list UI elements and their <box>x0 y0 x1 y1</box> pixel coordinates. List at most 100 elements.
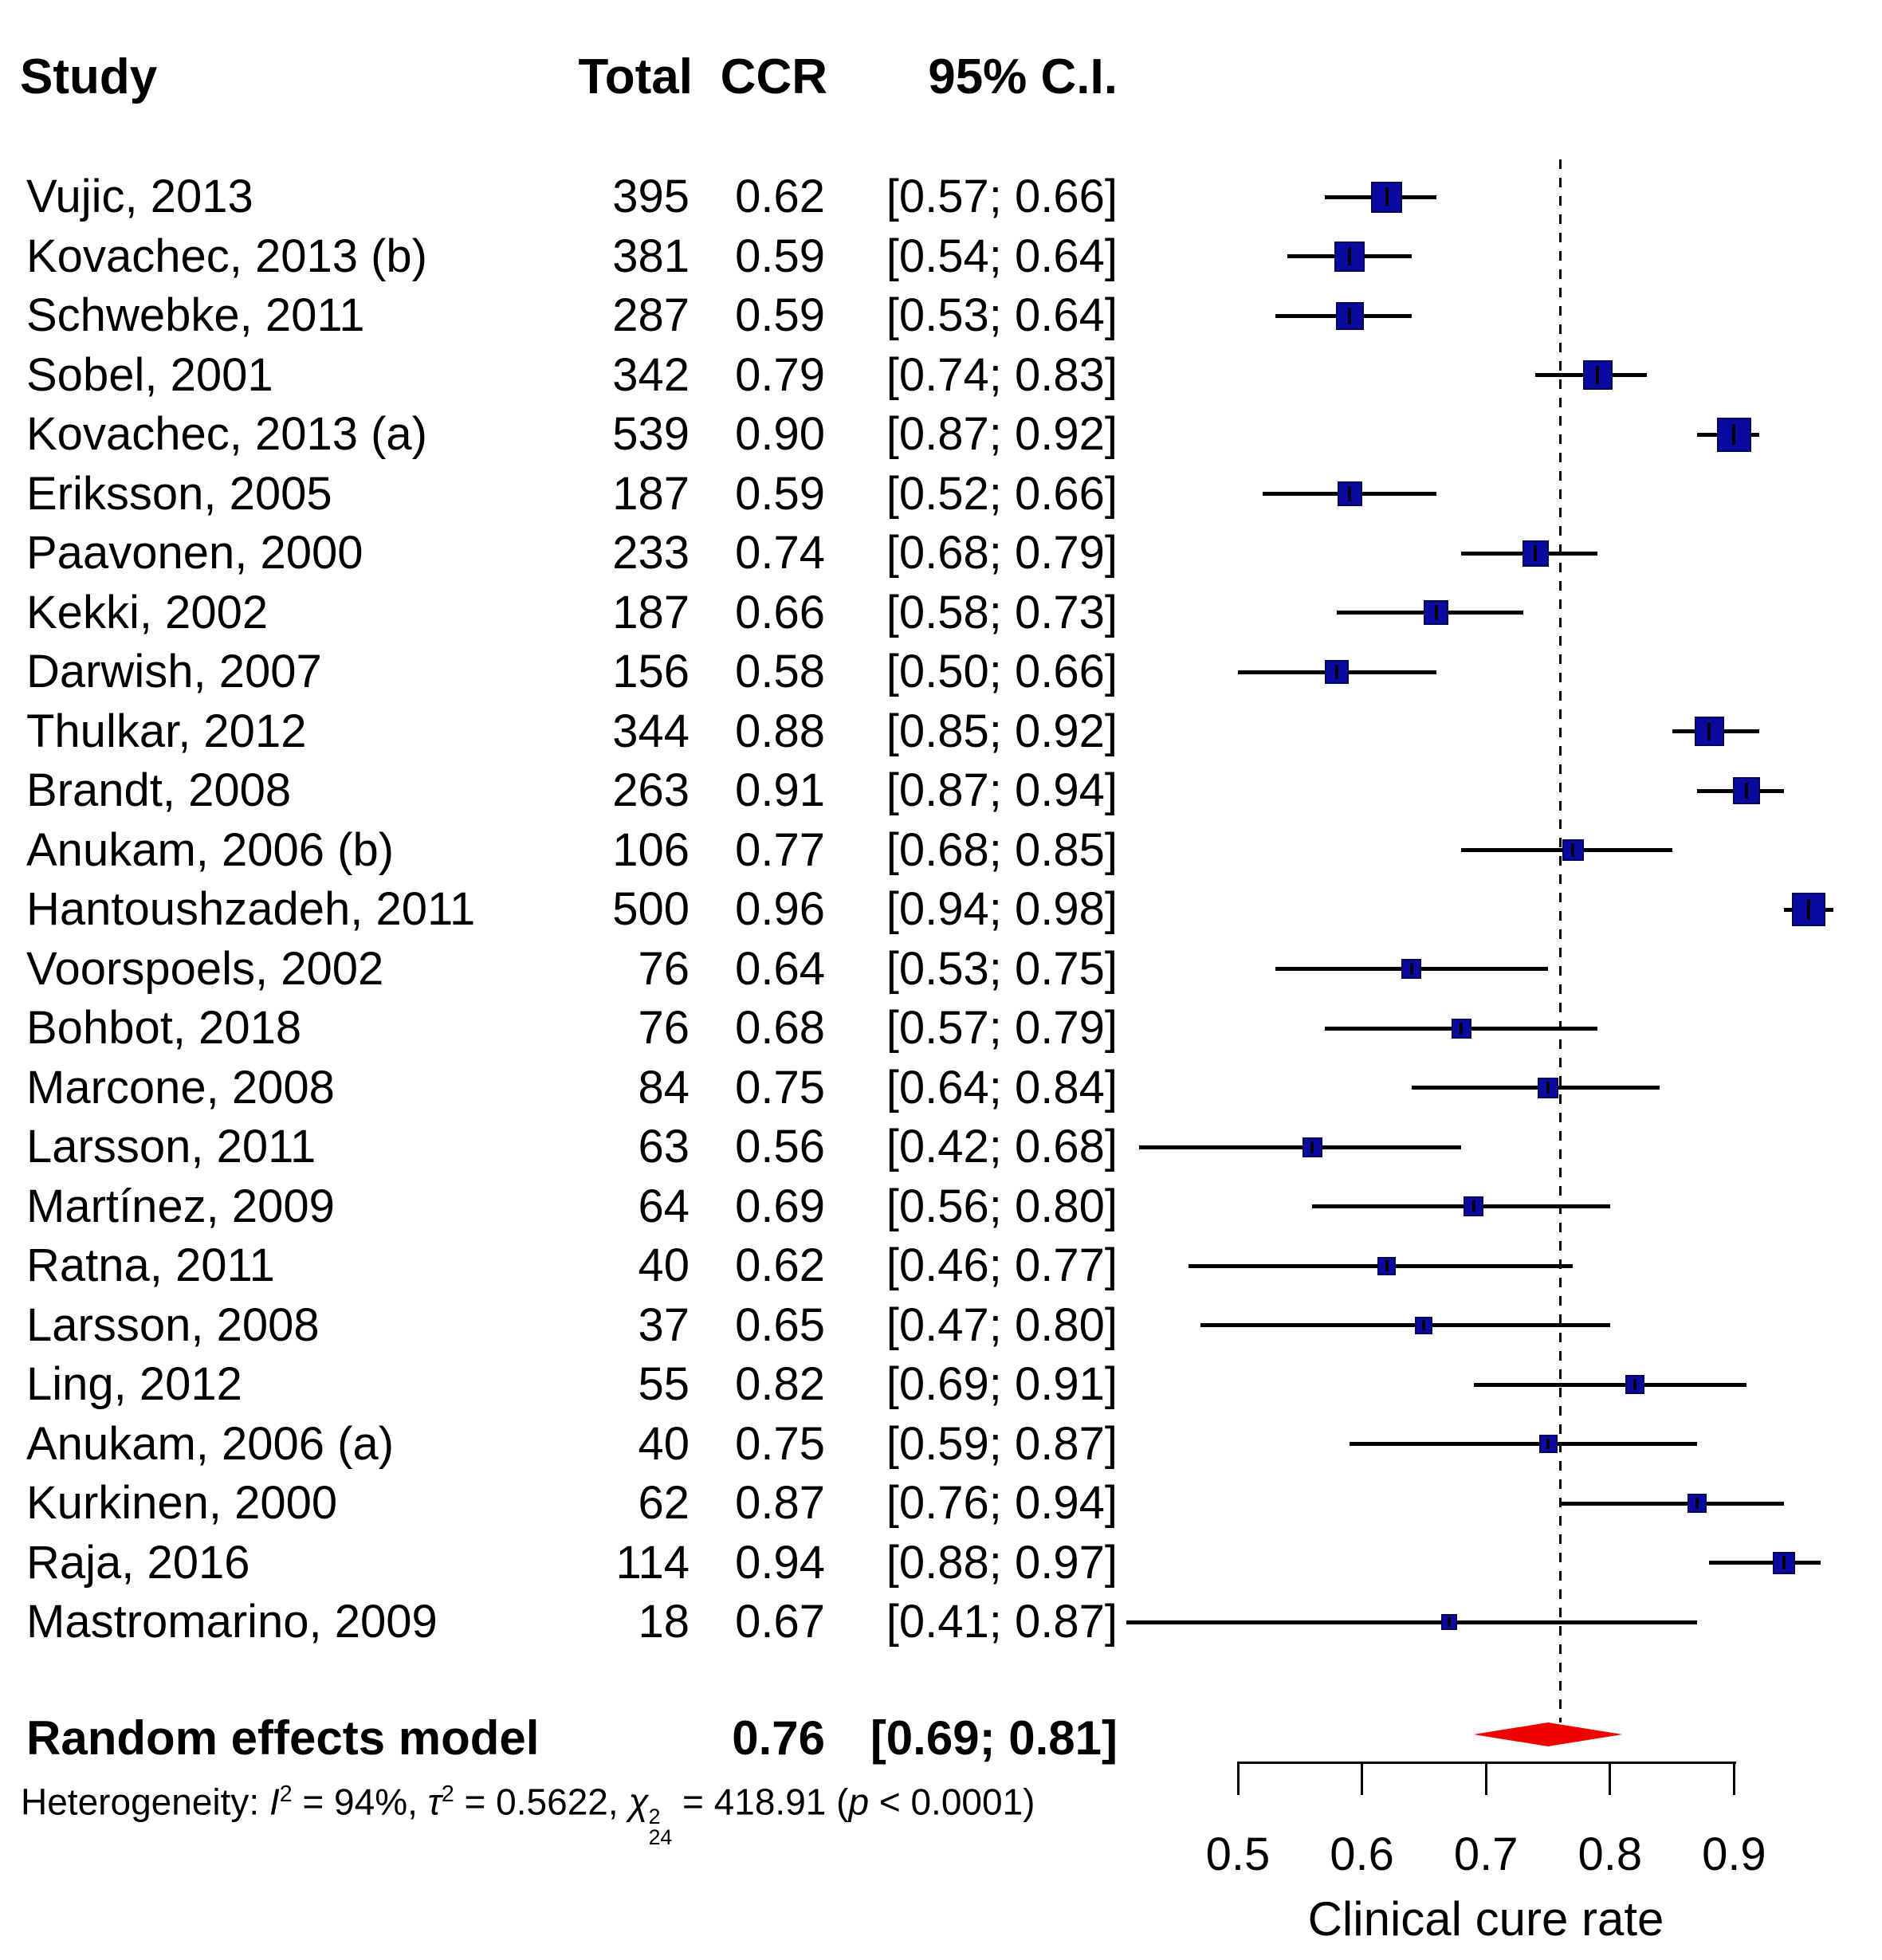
study-total: 62 <box>638 1477 690 1529</box>
point-estimate-marker <box>1385 187 1389 206</box>
study-total: 342 <box>612 348 690 401</box>
study-ccr: 0.62 <box>735 171 825 222</box>
ci-line <box>1200 1323 1610 1327</box>
study-ci: [0.87; 0.94] <box>886 764 1118 816</box>
point-estimate-marker <box>1744 782 1748 799</box>
point-estimate-marker <box>1310 1141 1314 1153</box>
point-estimate-marker <box>1348 486 1352 501</box>
pooled-effect-ci: [0.69; 0.81] <box>870 1711 1118 1765</box>
x-axis-tick <box>1484 1762 1487 1795</box>
study-label: Anukam, 2006 (a) <box>26 1417 395 1470</box>
study-label: Ling, 2012 <box>26 1358 242 1410</box>
x-axis-tick-label: 0.8 <box>1578 1828 1643 1880</box>
study-label: Marcone, 2008 <box>26 1061 335 1114</box>
point-estimate-marker <box>1434 605 1438 620</box>
weight-square <box>1772 1551 1795 1574</box>
column-header-ccr: CCR <box>720 49 827 104</box>
point-estimate-marker <box>1695 1497 1699 1510</box>
heterogeneity-part: = 0.5622, <box>454 1781 629 1823</box>
study-total: 187 <box>612 467 690 520</box>
point-estimate-marker <box>1571 843 1575 857</box>
study-label: Kovachec, 2013 (a) <box>26 408 427 460</box>
study-total: 187 <box>612 586 690 638</box>
x-axis-tick-label: 0.7 <box>1453 1828 1519 1880</box>
study-ci: [0.64; 0.84] <box>886 1061 1118 1114</box>
point-estimate-marker <box>1409 963 1413 975</box>
study-ci: [0.47; 0.80] <box>886 1298 1118 1351</box>
point-estimate-marker <box>1732 424 1736 445</box>
study-label: Thulkar, 2012 <box>26 705 307 757</box>
point-estimate-marker <box>1707 722 1711 740</box>
study-ccr: 0.88 <box>735 705 825 757</box>
study-label: Vujic, 2013 <box>26 171 253 222</box>
study-total: 539 <box>612 408 690 460</box>
heterogeneity-part: τ <box>427 1781 442 1823</box>
study-total: 37 <box>638 1298 690 1351</box>
pooled-effect-label: Random effects model <box>26 1711 540 1765</box>
study-label: Kurkinen, 2000 <box>26 1477 338 1529</box>
study-ci: [0.94; 0.98] <box>886 883 1118 935</box>
study-label: Kovachec, 2013 (b) <box>26 230 427 282</box>
study-label: Martínez, 2009 <box>26 1180 335 1232</box>
study-ccr: 0.90 <box>735 408 825 460</box>
study-ccr: 0.74 <box>735 527 825 579</box>
x-axis-tick <box>1732 1762 1735 1795</box>
study-total: 40 <box>638 1417 690 1470</box>
point-estimate-marker <box>1633 1378 1636 1391</box>
study-total: 84 <box>638 1061 690 1114</box>
study-total: 395 <box>612 171 690 222</box>
study-label: Kekki, 2002 <box>26 586 269 638</box>
study-total: 40 <box>638 1239 690 1291</box>
study-ccr: 0.94 <box>735 1536 825 1589</box>
study-label: Brandt, 2008 <box>26 764 292 816</box>
weight-square <box>1562 839 1584 861</box>
study-ci: [0.85; 0.92] <box>886 705 1118 757</box>
point-estimate-marker <box>1447 1617 1451 1627</box>
heterogeneity-part: < 0.0001) <box>869 1781 1035 1823</box>
study-ccr: 0.82 <box>735 1358 825 1410</box>
study-ci: [0.54; 0.64] <box>886 230 1118 282</box>
study-ci: [0.53; 0.75] <box>886 942 1118 995</box>
study-ci: [0.74; 0.83] <box>886 348 1118 401</box>
x-axis-tick-label: 0.6 <box>1330 1828 1394 1880</box>
point-estimate-marker <box>1348 247 1352 265</box>
point-estimate-marker <box>1471 1200 1475 1212</box>
heterogeneity-part: 2 <box>441 1781 454 1807</box>
study-ccr: 0.62 <box>735 1239 825 1291</box>
weight-square <box>1464 1196 1484 1216</box>
study-total: 156 <box>612 646 690 697</box>
ci-line <box>1138 1145 1462 1149</box>
study-ci: [0.52; 0.66] <box>886 467 1118 520</box>
point-estimate-marker <box>1460 1022 1464 1035</box>
study-total: 55 <box>638 1358 690 1410</box>
point-estimate-marker <box>1335 665 1339 679</box>
ci-line <box>1709 1561 1821 1565</box>
point-estimate-marker <box>1546 1438 1550 1450</box>
study-total: 76 <box>638 1002 690 1054</box>
heterogeneity-part: Heterogeneity: <box>21 1781 269 1823</box>
study-total: 344 <box>612 705 690 757</box>
ci-line <box>1350 1442 1697 1446</box>
study-ci: [0.88; 0.97] <box>886 1536 1118 1589</box>
study-ci: [0.56; 0.80] <box>886 1180 1118 1232</box>
study-total: 114 <box>615 1536 690 1589</box>
heterogeneity-part: = 418.91 ( <box>672 1781 849 1823</box>
point-estimate-marker <box>1348 307 1352 324</box>
chi-square-sub-sup: 2 24 <box>648 1805 673 1849</box>
study-total: 500 <box>612 883 690 935</box>
study-label: Sobel, 2001 <box>26 348 273 401</box>
study-total: 287 <box>612 289 690 341</box>
study-ci: [0.58; 0.73] <box>886 586 1118 638</box>
study-ci: [0.46; 0.77] <box>886 1239 1118 1291</box>
study-ci: [0.76; 0.94] <box>886 1477 1118 1529</box>
study-ci: [0.53; 0.64] <box>886 289 1118 341</box>
study-label: Hantoushzadeh, 2011 <box>26 883 476 935</box>
study-ci: [0.57; 0.66] <box>886 171 1118 222</box>
study-ccr: 0.67 <box>735 1596 825 1648</box>
study-label: Ratna, 2011 <box>26 1239 275 1291</box>
study-ci: [0.57; 0.79] <box>886 1002 1118 1054</box>
study-total: 263 <box>612 764 690 816</box>
study-total: 76 <box>638 942 690 995</box>
weight-square <box>1371 181 1403 213</box>
ci-line <box>1411 1086 1660 1090</box>
